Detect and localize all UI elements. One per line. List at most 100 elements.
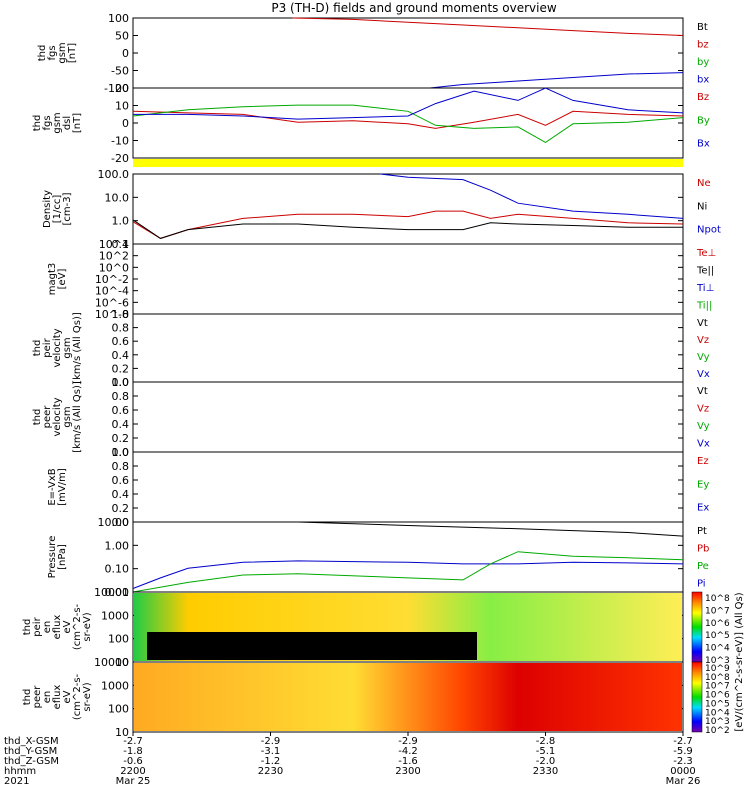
y-tick-label: 0.8 <box>112 460 130 473</box>
series-ni <box>132 219 683 239</box>
panel-frame <box>132 173 684 245</box>
panel-5: thd peir velocity gsm [km/s (All Qs)] 1.00.80… <box>32 308 710 389</box>
y-axis-label: thd <box>32 115 43 132</box>
y-axis-label: [mV/m] <box>57 468 68 506</box>
y-tick-label: 10000 <box>94 586 129 599</box>
y-tick-label: 10.00 <box>98 516 130 529</box>
y-tick-label: 10000 <box>94 656 129 669</box>
y-tick-label: 20 <box>115 82 129 95</box>
y-axis-label: eflux <box>52 615 63 640</box>
x-tick-label: -4.2 <box>398 746 418 757</box>
colorbar <box>691 591 703 663</box>
y-axis-label: [nT] <box>67 43 78 63</box>
y-axis-label: thd <box>22 689 33 706</box>
series-by <box>132 104 684 143</box>
y-axis-label: velocity <box>52 397 63 436</box>
y-tick-label: 10 <box>115 656 129 669</box>
y-axis-label: [nT] <box>72 113 83 133</box>
y-axis-label: [km/s (All Qs)] <box>72 381 83 453</box>
y-axis-label: [1/cc] <box>52 195 63 224</box>
y-tick-label: 0.01 <box>105 586 130 599</box>
peir-low-energy-region <box>147 632 477 660</box>
peer-spectrogram <box>134 663 682 731</box>
y-axis-label: fgs <box>47 45 58 60</box>
y-tick-label: 10^2 <box>99 250 129 263</box>
y-axis-label: en <box>42 621 53 634</box>
legend-entry: bx <box>697 75 709 86</box>
x-tick-label: -2.8 <box>536 736 556 747</box>
panel-frame <box>132 451 684 523</box>
y-axis-label: gsm <box>52 112 63 133</box>
y-axis-label: fgs <box>42 115 53 130</box>
x-tick-label: -1.8 <box>123 746 143 757</box>
panel-frame <box>132 381 684 453</box>
legend-entry: bz <box>697 40 709 51</box>
x-tick-label: 2330 <box>533 766 558 777</box>
series-bz <box>292 17 684 36</box>
panel-frame <box>132 313 684 383</box>
y-tick-label: 0.10 <box>105 563 130 576</box>
y-axis-label: E=-VxB <box>47 468 58 505</box>
series-pt <box>297 521 684 537</box>
colorbar-tick: 10^5 <box>705 699 730 709</box>
y-tick-label: 1000 <box>101 679 129 692</box>
legend-entry: Vy <box>697 352 710 363</box>
series-pi <box>132 560 684 589</box>
y-axis-label: gsm <box>57 42 68 63</box>
x-tick-label: 0000 <box>670 766 695 777</box>
y-axis-label: thd <box>32 340 43 357</box>
panel-3: Density [1/cc] [cm-3] 100.0 10.0 1.0 0.1 Ne Ni Np… <box>42 168 721 251</box>
y-tick-label: 0.4 <box>112 349 130 362</box>
y-tick-label: 0 <box>122 117 129 130</box>
x-row-label: hhmm <box>4 766 36 777</box>
series-ne <box>132 210 684 239</box>
legend-entry: Pb <box>697 544 709 555</box>
series-bz <box>132 110 684 129</box>
x-tick-label: -1.6 <box>398 756 418 767</box>
y-tick-label: 0.2 <box>112 502 130 515</box>
legend-entry: Vt <box>697 318 708 329</box>
legend-entry: Vx <box>697 439 710 450</box>
colorbars: 10^810^710^610^510^410^310^910^810^710^6… <box>691 591 745 736</box>
y-tick-label: -20 <box>111 152 129 165</box>
y-tick-label: 1.0 <box>112 215 130 228</box>
y-tick-label: 100 <box>108 12 129 25</box>
legend-entry: Pi <box>697 579 706 590</box>
panel-4: magt3 [eV] 10^410^210^010^-210^-410^-610^-… <box>47 238 716 321</box>
legend-entry: Vz <box>697 404 709 415</box>
y-tick-label: 0.0 <box>112 376 130 389</box>
x-tick-label: Mar 26 <box>666 776 701 787</box>
x-tick-label: 2300 <box>395 766 420 777</box>
y-tick-label: 0 <box>122 47 129 60</box>
colorbar-tick: 10^2 <box>705 726 730 736</box>
y-axis-label: peer <box>42 405 53 429</box>
y-tick-label: 10^-8 <box>95 308 129 321</box>
legend-entry: Ez <box>697 456 709 467</box>
legend-entry: by <box>697 57 709 68</box>
x-tick-label: -2.9 <box>261 736 281 747</box>
y-tick-label: -100 <box>104 82 129 95</box>
legend-entry: Npot <box>697 225 721 236</box>
y-tick-label: 1.00 <box>105 539 130 552</box>
y-axis-label: Pressure <box>47 536 58 579</box>
y-tick-label: 100 <box>108 703 129 716</box>
y-tick-label: 1000 <box>101 609 129 622</box>
y-tick-label: 50 <box>115 30 129 43</box>
y-axis-label: [km/s (All Qs)] <box>72 312 83 384</box>
y-axis-label: magt3 <box>47 263 58 296</box>
y-tick-label: 0.0 <box>112 516 130 529</box>
y-axis-label: sr-eV) <box>82 682 93 711</box>
x-tick-label: 2230 <box>258 766 283 777</box>
panel-8: Pressure [nPa] 10.00 1.00 0.10 0.01 Pt Pb Pe Pi <box>47 516 709 599</box>
x-axis-labels: thd_X-GSMthd_Y-GSMthd_Z-GSMhhmm2021-2.7-… <box>4 732 700 787</box>
series-npot <box>380 173 684 219</box>
y-tick-label: 0.2 <box>112 432 130 445</box>
colorbar-tick: 10^6 <box>705 691 730 701</box>
panel-2: thd fgs gsm dsl [nT] 20 10 0 -10 -20 Bz By Bx <box>32 82 710 165</box>
y-tick-label: 0.8 <box>112 390 130 403</box>
y-tick-label: 0.6 <box>112 474 130 487</box>
x-row-label: 2021 <box>4 776 29 787</box>
